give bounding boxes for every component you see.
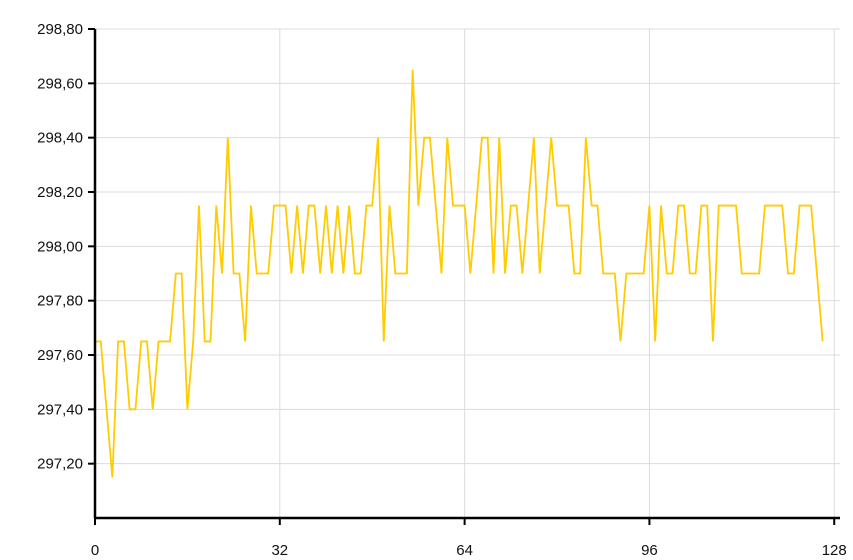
x-tick-label: 0: [91, 542, 99, 559]
series-line: [95, 69, 824, 478]
tick-label-layer: 297,20 297,40 297,60 297,80 298,00 298,20 298,…: [37, 21, 847, 559]
y-tick-label: 298,60: [37, 75, 83, 92]
axis-layer: [88, 28, 840, 525]
y-tick-label: 298,20: [37, 184, 83, 201]
y-tick-label: 298,80: [37, 21, 83, 38]
y-tick-label: 297,40: [37, 401, 83, 418]
x-tick-label: 64: [456, 542, 473, 559]
y-tick-label: 297,60: [37, 347, 83, 364]
x-tick-label: 128: [822, 542, 847, 559]
y-tick-label: 298,00: [37, 238, 83, 255]
y-tick-label: 297,80: [37, 293, 83, 310]
series-layer: [95, 69, 824, 478]
y-tick-label: 297,20: [37, 456, 83, 473]
grid-layer: [95, 28, 840, 518]
x-tick-label: 96: [641, 542, 658, 559]
x-tick-label: 32: [271, 542, 288, 559]
y-tick-label: 298,40: [37, 130, 83, 147]
